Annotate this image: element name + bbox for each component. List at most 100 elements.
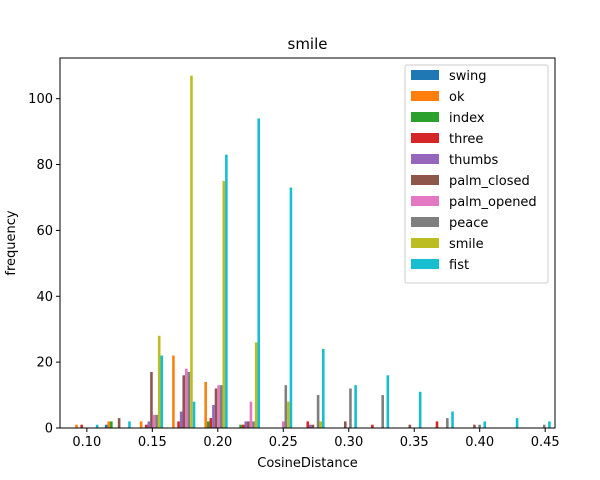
legend-box [404, 64, 549, 284]
y-axis-ticks: 0 20 40 60 80 100 [28, 92, 60, 437]
bar-fist-bin-2 [160, 355, 164, 428]
bar-fist-bin-10 [418, 391, 422, 428]
bar-fist-bin-6 [289, 187, 293, 428]
x-axis-label: CosineDistance [257, 456, 358, 471]
plot-frame [59, 57, 556, 429]
bar-palm_closed-bin-12 [473, 424, 476, 428]
x-tick-label: 0.20 [203, 435, 232, 450]
bar-ok-bin-0 [75, 424, 78, 428]
x-tick-label: 0.45 [531, 435, 560, 450]
legend-swatch-peace [411, 217, 439, 227]
bar-smile-bin-4 [222, 181, 226, 428]
bar-palm_opened-bin-6 [281, 421, 285, 428]
bar-three-bin-7 [306, 421, 310, 428]
bar-three-bin-4 [209, 418, 213, 428]
bar-swing-bin-1 [104, 424, 108, 428]
bar-peace-bin-11 [446, 418, 449, 428]
bar-ok-bin-3 [172, 355, 175, 428]
legend-label-ok: ok [449, 90, 465, 105]
bar-fist-bin-14 [548, 421, 551, 428]
y-axis-label: frequency [4, 210, 19, 276]
legend: swing ok index three thumbs palm_closed palm_o… [404, 64, 549, 284]
bar-three-bin-0 [80, 424, 83, 428]
bar-smile-bin-5 [254, 342, 258, 428]
chart-title: smile [288, 35, 328, 53]
bar-palm_opened-bin-4 [217, 385, 220, 428]
bar-fist-bin-11 [451, 411, 454, 428]
bar-three-bin-9 [371, 424, 374, 428]
bar-palm_opened-bin-2 [152, 414, 156, 428]
x-tick-label: 0.30 [334, 435, 363, 450]
legend-label-smile: smile [449, 237, 484, 252]
bar-smile-bin-6 [287, 401, 290, 428]
bar-palm_closed-bin-1 [117, 418, 121, 428]
x-tick-label: 0.25 [269, 435, 298, 450]
y-tick-label: 20 [36, 356, 53, 371]
x-tick-label: 0.15 [138, 435, 167, 450]
legend-label-index: index [449, 111, 485, 126]
bar-fist-bin-3 [192, 401, 196, 428]
legend-swatch-palm_closed [411, 175, 439, 185]
y-tick-label: 0 [45, 422, 53, 437]
bar-peace-bin-14 [542, 424, 546, 428]
bar-smile-bin-7 [319, 421, 322, 428]
bar-peace-bin-2 [155, 414, 158, 428]
bar-index-bin-4 [206, 421, 210, 428]
x-axis-ticks: 0.10 0.15 0.20 0.25 0.30 0.35 0.40 0.45 [72, 428, 560, 450]
bar-ok-bin-1 [107, 421, 111, 428]
bar-palm_opened-bin-5 [249, 401, 253, 428]
legend-label-palm_opened: palm_opened [449, 195, 537, 210]
y-tick-label: 60 [36, 224, 53, 239]
bar-three-bin-5 [241, 424, 245, 428]
bar-index-bin-5 [239, 424, 242, 428]
legend-swatch-palm_opened [411, 196, 439, 206]
bar-fist-bin-5 [257, 118, 261, 429]
bar-thumbs-bin-4 [212, 404, 215, 428]
bar-palm_closed-bin-7 [311, 424, 315, 428]
legend-label-fist: fist [449, 258, 469, 273]
x-tick-label: 0.35 [400, 435, 429, 450]
bar-palm_closed-bin-5 [247, 421, 250, 428]
bar-fist-bin-13 [515, 418, 519, 428]
bar-fist-bin-8 [354, 385, 357, 428]
legend-swatch-three [411, 133, 439, 143]
legend-swatch-index [411, 112, 439, 122]
bar-index-bin-1 [110, 421, 113, 428]
y-tick-label: 100 [28, 92, 53, 107]
bar-peace-bin-8 [349, 388, 352, 428]
legend-swatch-fist [411, 259, 439, 269]
bar-three-bin-11 [435, 421, 439, 428]
bar-peace-bin-4 [219, 385, 223, 428]
bar-three-bin-2 [144, 424, 148, 428]
legend-label-thumbs: thumbs [449, 153, 498, 168]
bar-peace-bin-5 [252, 421, 255, 428]
legend-swatch-swing [411, 70, 439, 80]
bar-peace-bin-9 [381, 395, 384, 428]
legend-label-peace: peace [449, 216, 488, 231]
bars-layer [75, 75, 551, 429]
bar-fist-bin-12 [483, 421, 487, 428]
bar-peace-bin-3 [187, 372, 191, 428]
x-tick-label: 0.10 [72, 435, 101, 450]
bar-fist-bin-9 [386, 375, 390, 428]
bar-fist-bin-1 [128, 421, 131, 428]
bar-palm_closed-bin-2 [150, 372, 153, 428]
bar-fist-bin-0 [95, 424, 99, 428]
y-tick-label: 40 [36, 290, 53, 305]
legend-label-swing: swing [449, 69, 487, 84]
bar-palm_closed-bin-10 [408, 424, 412, 428]
bar-ok-bin-4 [204, 381, 207, 428]
bar-palm_closed-bin-3 [182, 375, 186, 428]
bar-palm_closed-bin-8 [343, 421, 347, 428]
legend-swatch-ok [411, 91, 439, 101]
bar-thumbs-bin-5 [244, 421, 248, 428]
legend-label-palm_closed: palm_closed [449, 174, 530, 189]
legend-label-three: three [449, 132, 483, 147]
y-tick-label: 80 [36, 158, 53, 173]
bar-thumbs-bin-7 [309, 424, 312, 428]
legend-swatch-thumbs [411, 154, 439, 164]
bar-palm_opened-bin-3 [185, 368, 188, 428]
bar-smile-bin-2 [157, 335, 161, 428]
